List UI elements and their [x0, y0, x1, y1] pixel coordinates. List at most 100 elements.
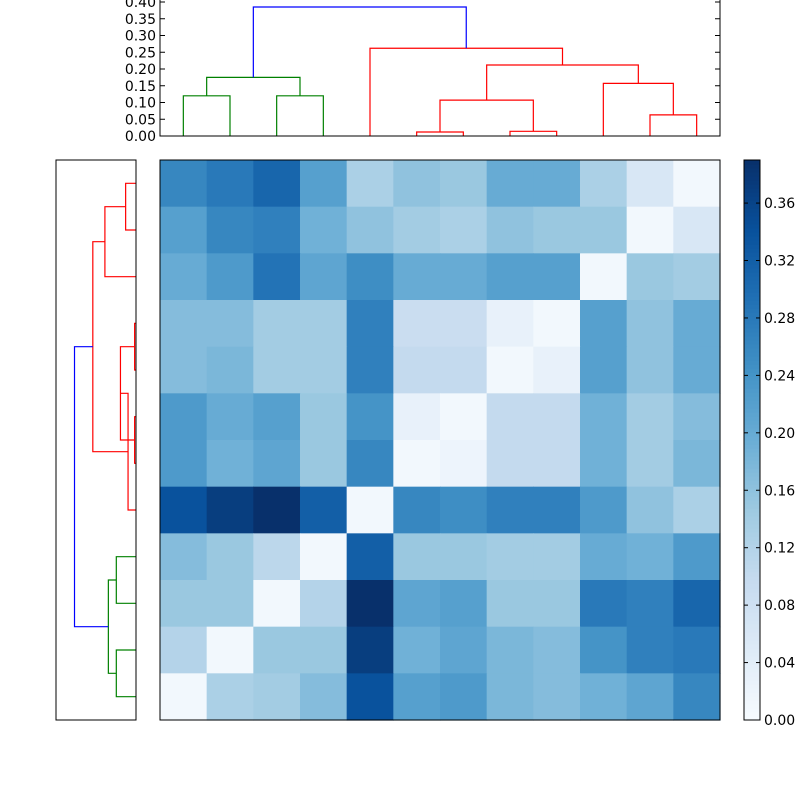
colorbar: 0.00 0.04 0.08 0.12 0.16 0.20 0.24 0.28 0.32 0.36	[743, 159, 795, 729]
heatmap-cell	[346, 533, 394, 581]
heatmap-cell	[253, 440, 301, 488]
colorbar-segment	[744, 672, 760, 677]
heatmap-cell	[626, 160, 674, 208]
heatmap-cell	[533, 253, 581, 301]
heatmap-cell	[440, 673, 488, 721]
heatmap-cell	[673, 673, 721, 721]
heatmap-cell	[346, 253, 394, 301]
heatmap-cell	[300, 626, 348, 674]
colorbar-segment	[744, 428, 760, 433]
top-dendrogram-tick-label: 0.25	[125, 45, 156, 61]
top-dendrogram-tick-label: 0.20	[125, 62, 156, 78]
colorbar-segment	[744, 276, 760, 281]
colorbar-tick-label: 0.36	[764, 196, 795, 212]
heatmap-cell	[393, 300, 441, 348]
heatmap-cell	[626, 346, 674, 394]
colorbar-segment	[744, 204, 760, 209]
heatmap-cell	[626, 486, 674, 534]
heatmap-cell	[300, 393, 348, 441]
top-dendrogram-frame	[159, 0, 721, 137]
colorbar-segment	[744, 312, 760, 317]
heatmap-cell	[580, 253, 628, 301]
heatmap	[159, 159, 721, 721]
colorbar-tick-label: 0.24	[764, 368, 795, 384]
heatmap-cell	[580, 533, 628, 581]
heatmap-cell	[486, 440, 534, 488]
colorbar-segment	[744, 280, 760, 285]
heatmap-cell	[206, 346, 254, 394]
colorbar-segment	[744, 524, 760, 529]
colorbar-segment	[744, 180, 760, 185]
top-dendrogram-tick-label: 0.00	[125, 129, 156, 145]
colorbar-segment	[744, 344, 760, 349]
colorbar-segment	[744, 600, 760, 605]
heatmap-cell	[393, 160, 441, 208]
heatmap-cell	[160, 300, 208, 348]
colorbar-segment	[744, 260, 760, 265]
heatmap-cell	[673, 300, 721, 348]
heatmap-cell	[486, 253, 534, 301]
heatmap-cell	[346, 393, 394, 441]
colorbar-segment	[744, 308, 760, 313]
colorbar-segment	[744, 292, 760, 297]
heatmap-cell	[206, 253, 254, 301]
heatmap-cell	[206, 533, 254, 581]
colorbar-segment	[744, 424, 760, 429]
heatmap-cell	[580, 580, 628, 628]
heatmap-cell	[346, 486, 394, 534]
colorbar-segment	[744, 208, 760, 213]
heatmap-cell	[486, 486, 534, 534]
top-dendrogram-tick-label: 0.35	[125, 12, 156, 28]
colorbar-segment	[744, 356, 760, 361]
heatmap-cell	[580, 393, 628, 441]
heatmap-cell	[673, 393, 721, 441]
heatmap-cell	[440, 346, 488, 394]
colorbar-segment	[744, 572, 760, 577]
colorbar-segment	[744, 164, 760, 169]
colorbar-segment	[744, 592, 760, 597]
heatmap-cell	[206, 673, 254, 721]
heatmap-cell	[533, 673, 581, 721]
heatmap-cell	[673, 160, 721, 208]
heatmap-cell	[160, 393, 208, 441]
left-dendrogram-link	[115, 649, 136, 698]
heatmap-cell	[300, 206, 348, 254]
colorbar-frame	[743, 159, 761, 721]
heatmap-cell	[533, 300, 581, 348]
colorbar-segment	[744, 376, 760, 381]
heatmap-cell	[393, 253, 441, 301]
top-dendrogram-tick-label: 0.30	[125, 29, 156, 45]
colorbar-segment	[744, 168, 760, 173]
colorbar-segment	[744, 540, 760, 545]
heatmap-cell	[206, 300, 254, 348]
colorbar-segment	[744, 704, 760, 709]
heatmap-cell	[440, 486, 488, 534]
heatmap-cell	[206, 440, 254, 488]
top-dendrogram-link	[276, 95, 324, 136]
colorbar-segment	[744, 200, 760, 205]
colorbar-segment	[744, 188, 760, 193]
heatmap-cell	[486, 393, 534, 441]
heatmap-cell	[253, 253, 301, 301]
left-dendrogram-frame	[55, 159, 137, 721]
heatmap-cell	[393, 673, 441, 721]
colorbar-segment	[744, 648, 760, 653]
top-dendrogram-link	[206, 76, 301, 96]
colorbar-segment	[744, 508, 760, 513]
heatmap-cell	[253, 393, 301, 441]
colorbar-segment	[744, 568, 760, 573]
top-dendrogram-tick-label: 0.40	[125, 0, 156, 11]
colorbar-segment	[744, 544, 760, 549]
left-dendrogram	[55, 159, 137, 721]
top-dendrogram-link	[509, 130, 558, 136]
heatmap-cell	[440, 440, 488, 488]
heatmap-cell	[206, 486, 254, 534]
heatmap-cell	[346, 206, 394, 254]
colorbar-segment	[744, 644, 760, 649]
heatmap-cell	[580, 626, 628, 674]
heatmap-cell	[300, 300, 348, 348]
heatmap-cell	[393, 533, 441, 581]
heatmap-cell	[626, 253, 674, 301]
heatmap-cell	[160, 346, 208, 394]
